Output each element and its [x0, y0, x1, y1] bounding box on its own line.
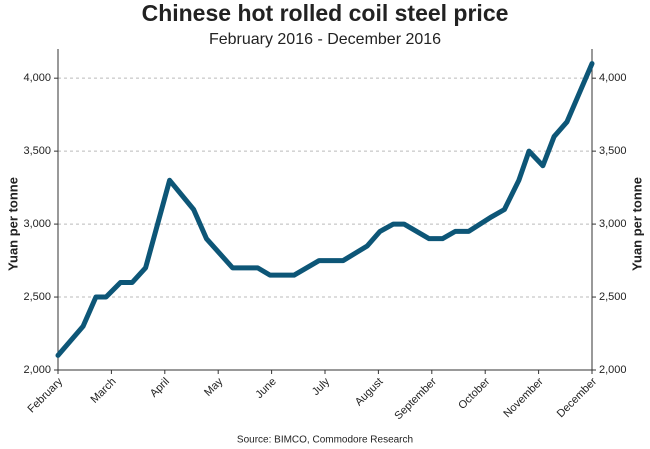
x-tick-label: March: [88, 376, 118, 406]
y2-tick-label: 3,000: [599, 218, 627, 230]
data-line: [55, 61, 595, 358]
x-tick-label: September: [392, 375, 439, 422]
x-tick-label: February: [26, 375, 66, 415]
y2-tick-label: 2,000: [599, 364, 627, 376]
y2-tick-label: 4,000: [599, 72, 627, 84]
y-tick-label: 2,000: [23, 364, 51, 376]
x-tick-label: April: [148, 376, 172, 400]
y-tick-label: 4,000: [23, 72, 51, 84]
x-tick-label: August: [353, 376, 386, 409]
x-tick-label: December: [555, 375, 600, 420]
chart-title: Chinese hot rolled coil steel price: [142, 0, 509, 26]
x-tick-label: June: [253, 376, 278, 401]
y2-axis-label: Yuan per tonne: [629, 177, 644, 271]
y-tick-label: 2,500: [23, 291, 51, 303]
x-tick-label: May: [202, 375, 226, 399]
y-tick-label: 3,000: [23, 218, 51, 230]
y-axis-label: Yuan per tonne: [5, 177, 20, 271]
y2-tick-label: 3,500: [599, 145, 627, 157]
x-tick-label: November: [501, 375, 546, 420]
x-tick-label: October: [456, 375, 492, 411]
x-tick-label: July: [310, 375, 333, 398]
chart-subtitle: February 2016 - December 2016: [209, 31, 441, 48]
source-note: Source: BIMCO, Commodore Research: [237, 435, 413, 446]
y-tick-label: 3,500: [23, 145, 51, 157]
y2-tick-label: 2,500: [599, 291, 627, 303]
